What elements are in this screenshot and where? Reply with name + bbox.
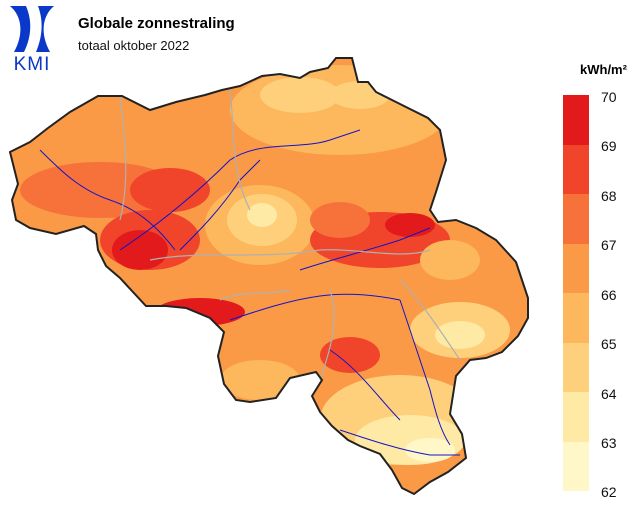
- legend-swatch-66: [563, 293, 589, 343]
- legend-swatch-65: [563, 342, 589, 392]
- legend-tick-label: 70: [601, 89, 617, 105]
- legend-tick-label: 64: [601, 386, 617, 402]
- legend-tick-label: 62: [601, 484, 617, 500]
- legend-swatch-64: [563, 392, 589, 442]
- legend-tick-label: 65: [601, 336, 617, 352]
- map-subtitle: totaal oktober 2022: [78, 38, 190, 53]
- legend-swatch-70: [563, 95, 589, 145]
- legend-swatch-68: [563, 194, 589, 244]
- legend-tick-label: 63: [601, 435, 617, 451]
- legend-swatch-67: [563, 243, 589, 293]
- legend-tick-label: 69: [601, 138, 617, 154]
- kmi-logo: KMI: [6, 6, 58, 72]
- legend-swatch-63: [563, 441, 589, 491]
- map-title: Globale zonnestraling: [78, 15, 235, 32]
- legend-tick-label: 67: [601, 237, 617, 253]
- color-legend: [563, 95, 589, 491]
- legend-unit: kWh/m²: [580, 62, 627, 77]
- kmi-logo-text: KMI: [14, 54, 51, 72]
- legend-tick-label: 66: [601, 287, 617, 303]
- legend-swatch-69: [563, 144, 589, 194]
- legend-tick-label: 68: [601, 188, 617, 204]
